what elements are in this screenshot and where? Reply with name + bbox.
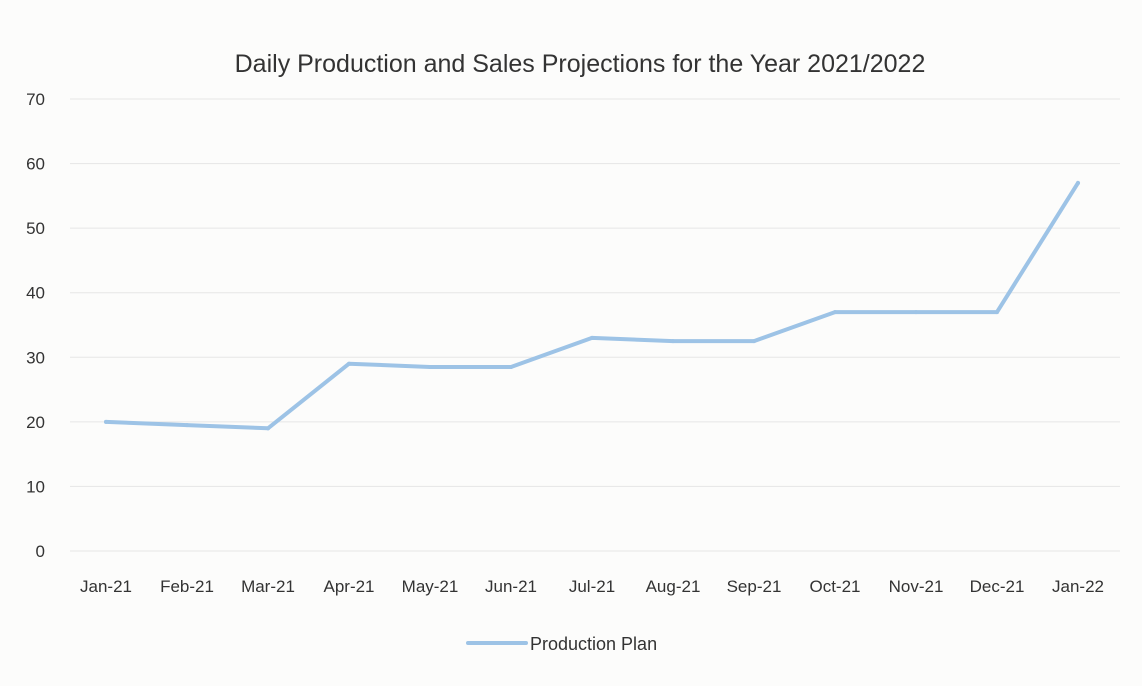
y-tick-label: 10 <box>26 477 45 496</box>
x-tick-label: May-21 <box>402 577 459 596</box>
data-point <box>509 364 513 369</box>
x-tick-label: Nov-21 <box>889 577 944 596</box>
x-tick-label: Dec-21 <box>970 577 1025 596</box>
data-point <box>1076 180 1080 185</box>
x-tick-label: Mar-21 <box>241 577 295 596</box>
y-tick-label: 30 <box>26 348 45 367</box>
x-tick-label: Jan-22 <box>1052 577 1104 596</box>
data-point <box>671 339 675 344</box>
data-point <box>266 426 270 431</box>
x-tick-label: Jul-21 <box>569 577 615 596</box>
data-point <box>833 310 837 315</box>
legend: Production Plan <box>466 634 657 654</box>
chart-title: Daily Production and Sales Projections f… <box>235 50 926 78</box>
x-tick-label: Apr-21 <box>323 577 374 596</box>
data-point <box>995 310 999 315</box>
series-line-production-plan <box>104 180 1080 431</box>
legend-label-production-plan: Production Plan <box>530 634 657 654</box>
x-tick-label: Sep-21 <box>727 577 782 596</box>
data-point <box>428 364 432 369</box>
x-tick-label: Oct-21 <box>809 577 860 596</box>
data-point <box>104 419 108 424</box>
data-point <box>914 310 918 315</box>
data-point <box>752 339 756 344</box>
data-point <box>347 361 351 366</box>
data-point <box>185 423 189 428</box>
series-lines <box>104 180 1080 431</box>
gridlines <box>70 98 1120 552</box>
y-tick-label: 50 <box>26 219 45 238</box>
y-axis-tick-labels: 0 10 20 30 40 50 60 70 <box>26 90 45 561</box>
data-point <box>590 335 594 340</box>
y-tick-label: 60 <box>26 155 45 174</box>
x-tick-label: Aug-21 <box>646 577 701 596</box>
y-tick-label: 20 <box>26 413 45 432</box>
x-tick-label: Jan-21 <box>80 577 132 596</box>
x-tick-label: Feb-21 <box>160 577 214 596</box>
y-tick-label: 40 <box>26 284 45 303</box>
y-tick-label: 0 <box>36 542 45 561</box>
y-tick-label: 70 <box>26 90 45 109</box>
x-axis-tick-labels: Jan-21 Feb-21 Mar-21 Apr-21 May-21 Jun-21 Jul-… <box>80 577 1104 596</box>
x-tick-label: Jun-21 <box>485 577 537 596</box>
